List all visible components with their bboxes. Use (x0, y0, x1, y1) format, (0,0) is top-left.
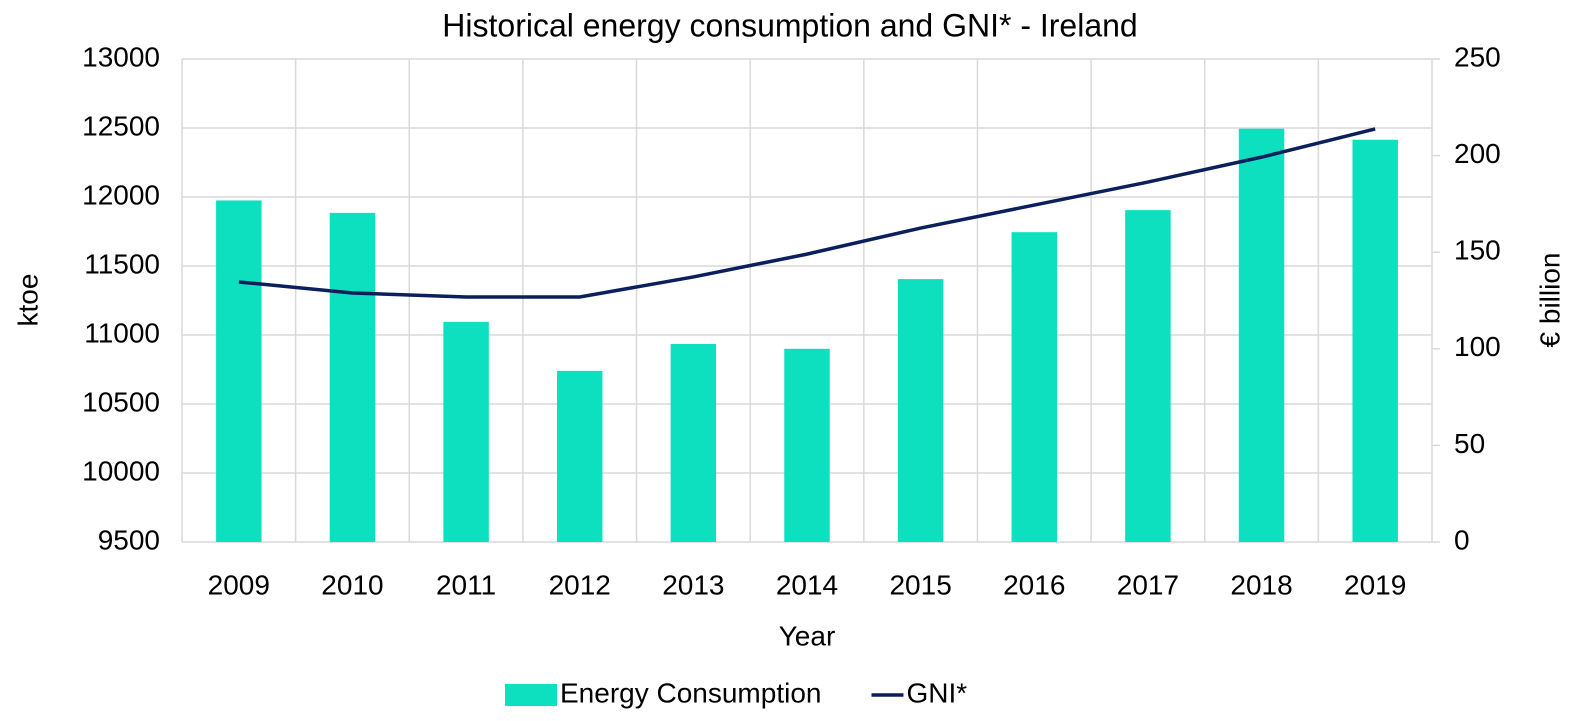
x-tick-label: 2016 (1003, 569, 1065, 600)
chart-title: Historical energy consumption and GNI* -… (442, 7, 1137, 43)
bar (1352, 139, 1398, 543)
y-tick-label: 13000 (82, 41, 160, 72)
y-tick-label: 10000 (82, 455, 160, 486)
bar (216, 200, 262, 542)
legend-label: GNI* (906, 677, 967, 708)
bar (1238, 128, 1285, 542)
y2-tick-label: 250 (1454, 41, 1501, 72)
bar (443, 321, 489, 542)
x-axis-label: Year (779, 620, 836, 651)
y2-tick-label: 100 (1454, 331, 1501, 362)
x-tick-label: 2017 (1117, 569, 1179, 600)
y2-tick-label: 150 (1454, 235, 1501, 266)
y-tick-label: 11500 (84, 248, 160, 279)
y2-tick-label: 0 (1454, 524, 1470, 555)
y2-tick-label: 200 (1454, 138, 1501, 169)
legend-swatch (505, 684, 557, 706)
y2-tick-label: 50 (1454, 428, 1485, 459)
y-tick-label: 11000 (84, 317, 160, 348)
bar (1125, 210, 1171, 543)
y-tick-label: 12000 (82, 179, 160, 210)
x-tick-label: 2018 (1230, 569, 1292, 600)
bar (897, 279, 944, 542)
bar (784, 348, 830, 542)
y-tick-label: 9500 (98, 524, 160, 555)
x-tick-label: 2010 (321, 569, 383, 600)
bar (557, 370, 603, 542)
y-tick-label: 10500 (82, 386, 160, 417)
y-tick-label: 12500 (82, 110, 160, 141)
x-tick-label: 2019 (1344, 569, 1406, 600)
bar (329, 212, 376, 542)
x-tick-label: 2015 (889, 569, 951, 600)
x-tick-label: 2014 (776, 569, 838, 600)
line (238, 127, 1376, 299)
legend-label: Energy Consumption (560, 677, 821, 708)
x-tick-label: 2012 (549, 569, 611, 600)
y2-axis-label: € billion (1534, 253, 1565, 348)
bar (670, 343, 717, 542)
x-tick-label: 2009 (208, 569, 270, 600)
x-tick-label: 2013 (662, 569, 724, 600)
y-axis-label: ktoe (12, 274, 43, 327)
bar (1011, 232, 1057, 542)
x-tick-label: 2011 (436, 569, 496, 600)
